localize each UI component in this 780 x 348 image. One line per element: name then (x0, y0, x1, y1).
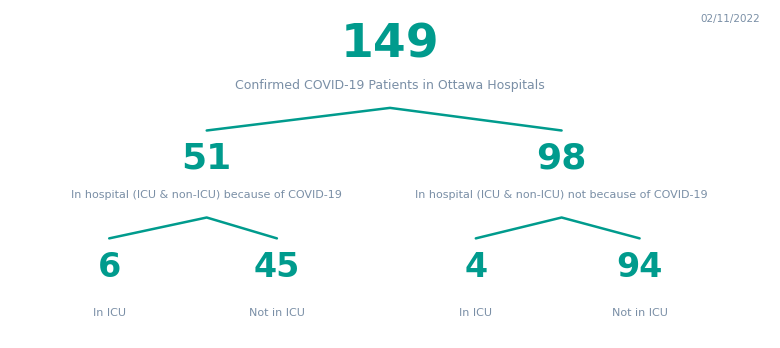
Text: 4: 4 (464, 252, 488, 284)
Text: 149: 149 (341, 23, 439, 68)
Text: In hospital (ICU & non-ICU) because of COVID-19: In hospital (ICU & non-ICU) because of C… (71, 190, 342, 200)
Text: Not in ICU: Not in ICU (249, 308, 305, 318)
Text: 94: 94 (616, 252, 663, 284)
Text: 98: 98 (537, 141, 587, 175)
Text: In ICU: In ICU (93, 308, 126, 318)
Text: Confirmed COVID-19 Patients in Ottawa Hospitals: Confirmed COVID-19 Patients in Ottawa Ho… (235, 79, 545, 92)
Text: Not in ICU: Not in ICU (612, 308, 668, 318)
Text: In hospital (ICU & non-ICU) not because of COVID-19: In hospital (ICU & non-ICU) not because … (415, 190, 708, 200)
Text: 45: 45 (254, 252, 300, 284)
Text: 6: 6 (98, 252, 121, 284)
Text: 51: 51 (182, 141, 232, 175)
Text: 02/11/2022: 02/11/2022 (700, 14, 760, 24)
Text: In ICU: In ICU (459, 308, 492, 318)
